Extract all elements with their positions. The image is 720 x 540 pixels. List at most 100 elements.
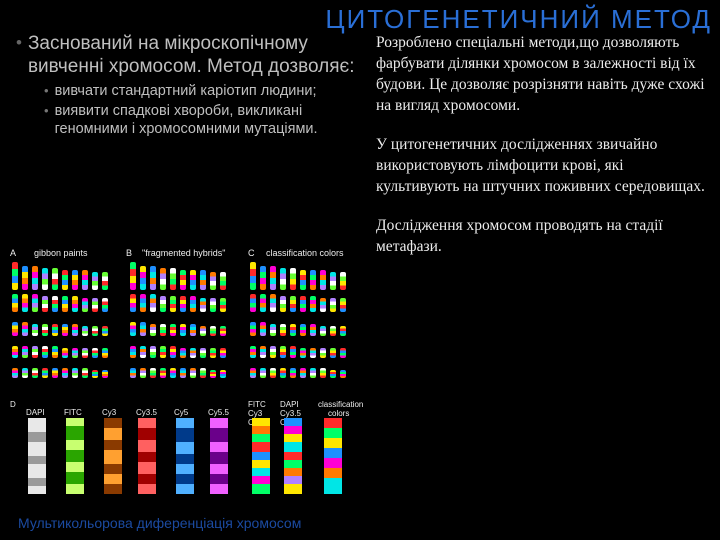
- slide: ЦИТОГЕНЕТИЧНИЙ МЕТОД • Заснований на мік…: [0, 0, 720, 540]
- chromosome: [82, 368, 88, 378]
- chromosome: [260, 368, 266, 378]
- sub-bullet: • виявити спадкові хвороби, викликані ге…: [44, 102, 356, 138]
- figure-label: D: [10, 400, 16, 409]
- chromosome: [150, 368, 156, 378]
- chromosome: [290, 268, 296, 290]
- chromosome: [220, 348, 226, 358]
- chromosome: [160, 324, 166, 336]
- chromosome: [210, 272, 216, 290]
- chromosome: [102, 298, 108, 312]
- chromosome: [260, 322, 266, 336]
- figure-area: Agibbon paintsB"fragmented hybrids"Cclas…: [8, 248, 364, 500]
- chromosome: [290, 324, 296, 336]
- chromosome: [270, 294, 276, 312]
- chromosome: [32, 266, 38, 290]
- chromosome: [170, 268, 176, 290]
- chromosome-column: [138, 418, 156, 494]
- figure-label: classification colors: [266, 248, 344, 258]
- chromosome: [12, 322, 18, 336]
- figure-label: DAPI: [26, 408, 45, 417]
- chromosome: [52, 268, 58, 290]
- chromosome: [62, 270, 68, 290]
- chromosome: [190, 270, 196, 290]
- chromosome: [42, 368, 48, 378]
- chromosome: [330, 370, 336, 378]
- figure-label: Cy3.5: [280, 409, 301, 418]
- chromosome: [280, 324, 286, 336]
- chromosome: [210, 298, 216, 312]
- chromosome: [300, 296, 306, 312]
- chromosome: [250, 322, 256, 336]
- chromosome: [12, 368, 18, 378]
- chromosome: [72, 368, 78, 378]
- main-bullet: • Заснований на мікроскопічному вивченні…: [16, 32, 356, 78]
- chromosome: [140, 322, 146, 336]
- chromosome: [102, 326, 108, 336]
- chromosome: [250, 294, 256, 312]
- chromosome: [260, 294, 266, 312]
- chromosome: [92, 326, 98, 336]
- chromosome: [150, 294, 156, 312]
- chromosome: [300, 368, 306, 378]
- chromosome: [330, 298, 336, 312]
- figure-label: gibbon paints: [34, 248, 88, 258]
- chromosome: [42, 346, 48, 358]
- chromosome: [82, 270, 88, 290]
- chromosome: [200, 270, 206, 290]
- chromosome: [150, 324, 156, 336]
- chromosome-column: [210, 418, 228, 494]
- chromosome: [130, 294, 136, 312]
- chromosome: [72, 348, 78, 358]
- figure-label: Cy3: [102, 408, 116, 417]
- figure-label: FITC: [248, 400, 266, 409]
- chromosome: [280, 368, 286, 378]
- chromosome-column: [66, 418, 84, 494]
- figure-label: FITC: [64, 408, 82, 417]
- chromosome: [340, 348, 346, 358]
- chromosome: [130, 322, 136, 336]
- chromosome: [300, 348, 306, 358]
- figure-label: Cy3.5: [136, 408, 157, 417]
- chromosome: [12, 346, 18, 358]
- sub-bullet-text: вивчати стандартний каріотип людини;: [55, 82, 317, 100]
- chromosome: [270, 324, 276, 336]
- chromosome: [280, 268, 286, 290]
- chromosome: [52, 346, 58, 358]
- chromosome: [170, 296, 176, 312]
- chromosome: [290, 368, 296, 378]
- chromosome: [150, 346, 156, 358]
- chromosome: [72, 296, 78, 312]
- chromosome: [210, 370, 216, 378]
- chromosome: [200, 368, 206, 378]
- chromosome: [72, 324, 78, 336]
- chromosome: [12, 262, 18, 290]
- chromosome: [52, 296, 58, 312]
- chromosome: [130, 262, 136, 290]
- chromosome: [12, 294, 18, 312]
- chromosome: [210, 348, 216, 358]
- karyotype-panel: [12, 262, 124, 388]
- chromosome: [260, 266, 266, 290]
- figure-label: Cy5: [174, 408, 188, 417]
- chromosome: [220, 298, 226, 312]
- chromosome: [32, 346, 38, 358]
- karyotype-panel: [250, 262, 362, 388]
- chromosome: [52, 368, 58, 378]
- chromosome: [82, 326, 88, 336]
- chromosome: [160, 296, 166, 312]
- chromosome: [200, 326, 206, 336]
- chromosome: [62, 368, 68, 378]
- chromosome: [340, 272, 346, 290]
- chromosome: [52, 324, 58, 336]
- paragraph: Розроблено спеціальні методи,що дозволяю…: [376, 32, 706, 116]
- chromosome: [130, 346, 136, 358]
- chromosome: [140, 294, 146, 312]
- chromosome: [270, 368, 276, 378]
- figure-bottom-panel: DDAPIFITCCy3Cy3.5Cy5Cy5.5FITCCy3Cy5DAPIC…: [8, 400, 362, 496]
- chromosome: [320, 326, 326, 336]
- chromosome: [62, 348, 68, 358]
- chromosome: [102, 272, 108, 290]
- chromosome: [280, 346, 286, 358]
- chromosome: [62, 324, 68, 336]
- chromosome: [92, 370, 98, 378]
